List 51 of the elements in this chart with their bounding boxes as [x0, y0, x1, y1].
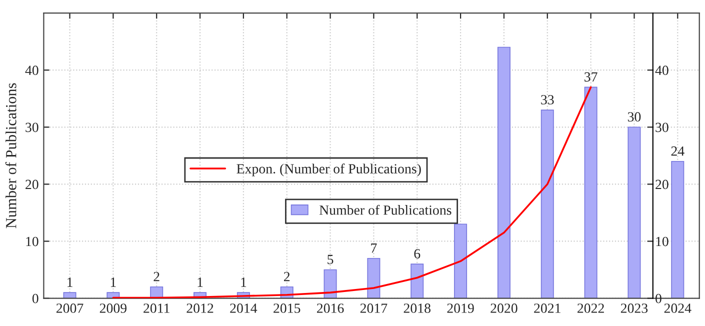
y2-tick-label: 40 — [655, 66, 668, 76]
x-tick-label: 2014 — [230, 304, 258, 313]
x-tick-label: 2023 — [620, 304, 648, 313]
data-label: 1 — [198, 278, 203, 287]
x-tick-label: 2017 — [360, 304, 388, 313]
data-label: 1 — [68, 278, 72, 287]
data-label: 5 — [328, 254, 334, 264]
y-axis-title: Number of Publications — [5, 83, 16, 228]
bar — [628, 126, 641, 298]
y-tick-label: 20 — [26, 180, 38, 190]
x-tick-label: 2009 — [100, 304, 127, 313]
bar — [497, 46, 510, 298]
x-tick-label: 2024 — [664, 304, 692, 313]
bar — [63, 292, 76, 298]
bar — [584, 86, 598, 298]
x-tick-label: 2019 — [447, 304, 474, 313]
data-label: 1 — [110, 278, 116, 287]
legend-label: Expon. (Number of Publications) — [236, 164, 421, 176]
y-tick-label: 30 — [26, 122, 38, 132]
bar — [540, 110, 554, 298]
data-label: 2 — [284, 272, 290, 282]
data-label: 30 — [628, 112, 641, 122]
data-label: 33 — [541, 95, 554, 104]
x-tick-label: 2012 — [186, 304, 214, 313]
data-label: 2 — [154, 272, 160, 282]
y-tick-label: 0 — [32, 294, 38, 304]
x-tick-label: 2020 — [490, 304, 518, 313]
x-tick-label: 2016 — [317, 304, 344, 313]
y2-tick-label: 20 — [656, 180, 668, 190]
y-tick-label: 40 — [25, 66, 38, 76]
data-label: 7 — [371, 244, 377, 253]
data-label: 37 — [584, 72, 598, 82]
bar — [410, 264, 424, 298]
legend-label: Number of Publications — [319, 204, 452, 215]
y2-tick-label: 10 — [656, 236, 668, 246]
y2-tick-label: 30 — [656, 122, 668, 132]
data-label: 6 — [414, 249, 420, 258]
x-tick-label: 2022 — [578, 304, 604, 313]
data-label: 24 — [671, 146, 684, 156]
line-series — [112, 86, 592, 298]
x-tick-label: 2007 — [56, 304, 84, 313]
x-tick-label: 2011 — [144, 304, 170, 313]
data-label: 1 — [241, 278, 246, 287]
x-tick-label: 2018 — [404, 304, 430, 313]
y-tick-label: 10 — [26, 236, 38, 246]
bar — [324, 269, 337, 298]
x-tick-label: 2021 — [534, 304, 560, 313]
bar — [367, 258, 380, 298]
x-tick-label: 2015 — [274, 304, 300, 313]
bar — [671, 160, 684, 298]
bar — [454, 224, 468, 298]
